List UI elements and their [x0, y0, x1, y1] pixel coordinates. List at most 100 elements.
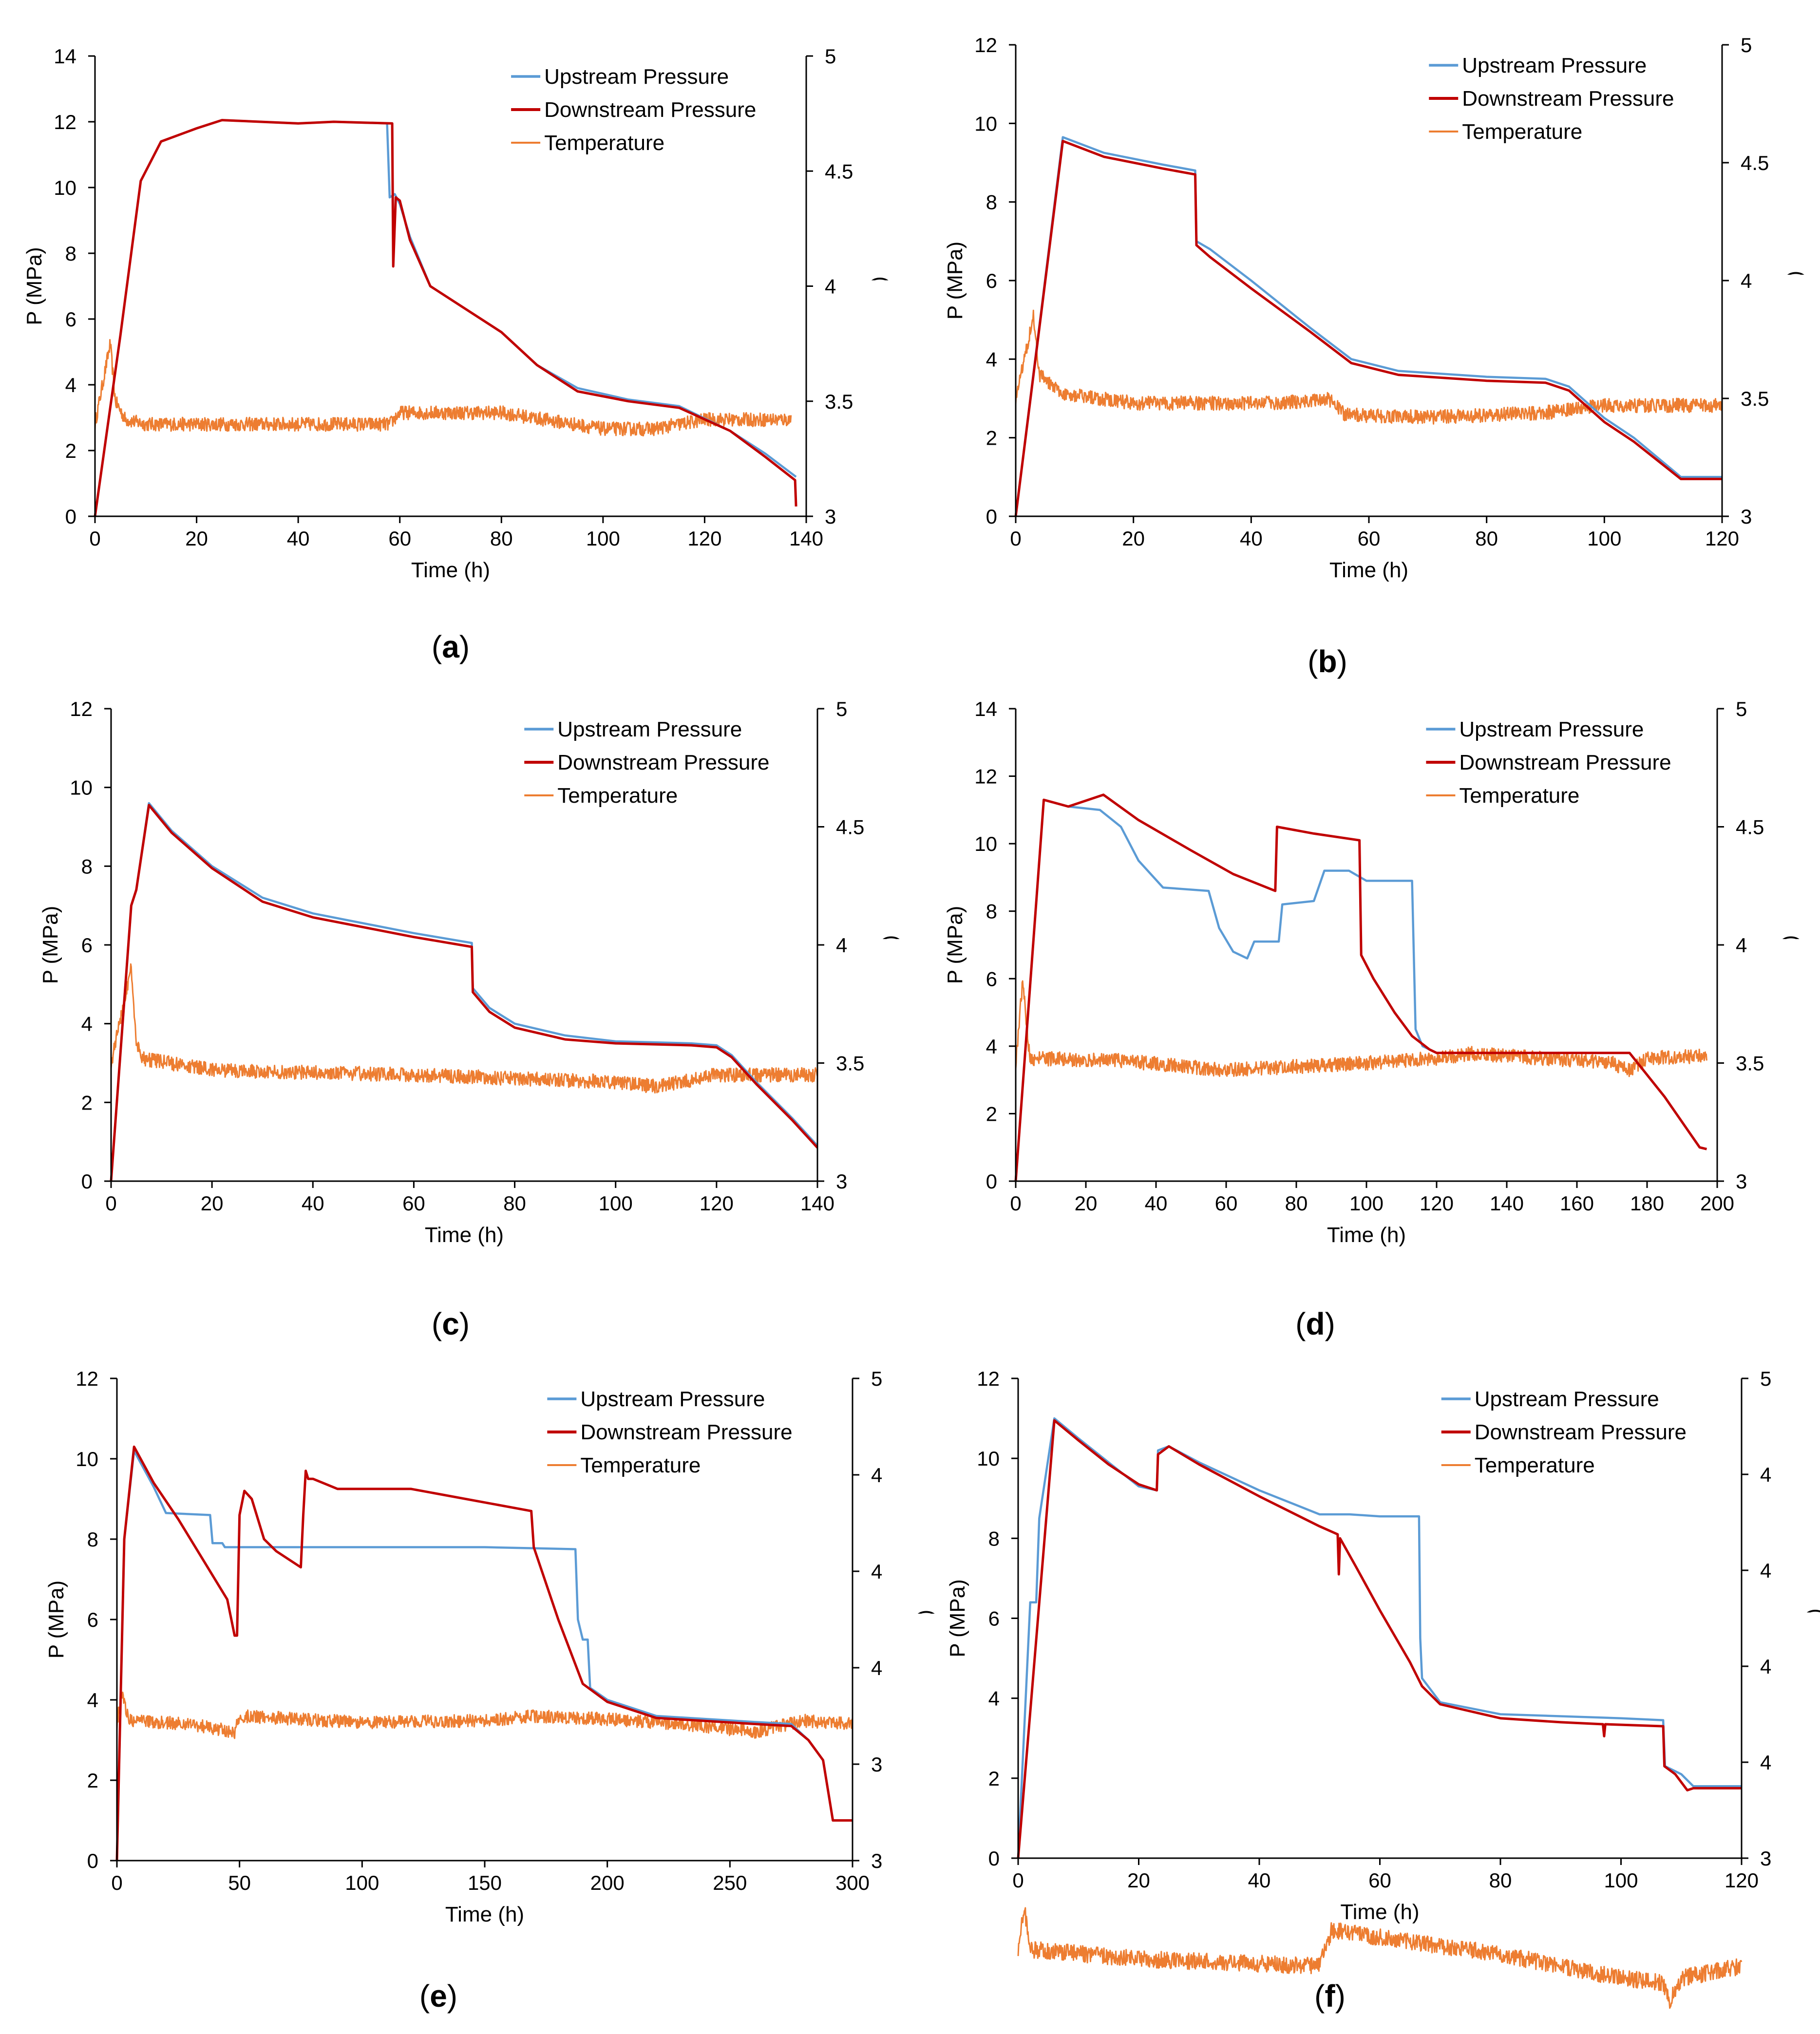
y2-tick-label: 5	[836, 697, 847, 720]
y-axis-label: P (MPa)	[44, 1581, 68, 1659]
panel-label: (e)	[419, 1978, 457, 2014]
y2-axis-label: T (°C)	[870, 258, 893, 315]
series-upstream-pressure	[1017, 1417, 1742, 1859]
y-tick-label: 4	[81, 1013, 93, 1036]
x-tick-label: 20	[201, 1192, 224, 1215]
y-tick-label: 4	[988, 1687, 1000, 1710]
x-tick-label: 120	[1725, 1869, 1759, 1892]
x-tick-label: 100	[1349, 1192, 1384, 1215]
y-tick-label: 2	[986, 427, 997, 450]
y-tick-label: 2	[65, 439, 76, 462]
y2-tick-label: 3	[871, 1849, 882, 1872]
y-tick-label: 10	[70, 776, 93, 799]
legend: Upstream Pressure Downstream Pressure Temp…	[1426, 717, 1671, 808]
y-tick-label: 0	[65, 505, 76, 528]
x-tick-label: 20	[1122, 527, 1145, 550]
y2-tick-label: 5	[1741, 34, 1752, 56]
axis-frame	[1015, 709, 1718, 1182]
series-temperature	[1015, 980, 1707, 1077]
y-tick-label: 6	[986, 967, 997, 990]
y-tick-label: 2	[986, 1102, 997, 1125]
x-axis-label: Time (h)	[411, 558, 490, 582]
panel-letter: d	[1306, 1306, 1325, 1341]
y-tick-label: 8	[988, 1527, 1000, 1550]
series-temperature	[1017, 1907, 1743, 2009]
series-downstream-pressure	[115, 1445, 853, 1861]
y-tick-label: 0	[988, 1847, 1000, 1870]
y2-axis-label: T (°C)	[1805, 1590, 1820, 1647]
x-tick-label: 160	[1560, 1192, 1594, 1215]
y-tick-label: 14	[54, 45, 76, 68]
y-tick-label: 0	[986, 505, 997, 528]
legend: Upstream Pressure Downstream Pressure Temp…	[1441, 1387, 1687, 1477]
y2-axis-label: T (°C)	[1785, 252, 1809, 309]
legend-entry: Downstream Pressure	[1459, 751, 1671, 774]
legend: Upstream Pressure Downstream Pressure Temp…	[511, 65, 756, 155]
panel-label: (c)	[432, 1306, 470, 1341]
y2-tick-label: 3	[1741, 505, 1752, 528]
series-upstream-pressure	[110, 802, 818, 1182]
x-tick-label: 150	[468, 1871, 502, 1894]
x-tick-label: 120	[1420, 1192, 1454, 1215]
y2-tick-label: 4	[836, 934, 847, 957]
x-tick-label: 200	[1700, 1192, 1734, 1215]
legend: Upstream Pressure Downstream Pressure Temp…	[547, 1387, 793, 1477]
y2-tick-label: 3	[871, 1753, 882, 1776]
x-axis-label: Time (h)	[1340, 1900, 1419, 1924]
y-tick-label: 6	[988, 1607, 1000, 1630]
y2-axis-label: T (°C)	[881, 917, 905, 974]
panel-label: (a)	[432, 629, 470, 664]
series-downstream-pressure	[1017, 1419, 1742, 1859]
panel-label: (d)	[1295, 1306, 1335, 1341]
y-tick-label: 8	[87, 1528, 98, 1551]
y2-tick-label: 3	[1736, 1170, 1747, 1193]
y-tick-label: 4	[87, 1689, 98, 1712]
x-tick-label: 80	[490, 527, 513, 550]
y2-tick-label: 4	[871, 1560, 882, 1583]
x-tick-label: 40	[1145, 1192, 1168, 1215]
panel-letter: c	[442, 1306, 459, 1341]
y2-tick-label: 5	[871, 1367, 882, 1390]
legend-entry: Temperature	[544, 131, 664, 155]
y2-tick-label: 3	[1760, 1847, 1771, 1870]
chart-panel-b: 0 20 40 60 80 100 120 0 2 4 6 8 10 12 3 3.5 4 4.5 5 Time (h…	[943, 34, 1809, 679]
y2-tick-label: 5	[825, 45, 836, 68]
x-tick-label: 60	[1215, 1192, 1238, 1215]
y2-tick-label: 5	[1736, 697, 1747, 720]
y2-axis-label: T (°C)	[1781, 917, 1804, 974]
y-axis-label: P (MPa)	[943, 242, 967, 320]
x-tick-label: 80	[1285, 1192, 1308, 1215]
legend-entry: Temperature	[557, 784, 678, 808]
y-tick-label: 4	[986, 348, 997, 371]
x-tick-label: 60	[1358, 527, 1381, 550]
chart-panel-c: 0 20 40 60 80 100 120 140 0 2 4 6 8 10 12 3 3.5 4 4.5 5 Time…	[38, 697, 905, 1341]
y-tick-label: 2	[81, 1091, 93, 1114]
y-tick-label: 4	[986, 1035, 997, 1058]
chart-panel-e: 0 50 100 150 200 250 300 0 2 4 6 8 10 12 3 3 4 4 4 5 Time (h…	[44, 1367, 940, 2014]
y-tick-label: 12	[977, 1367, 1000, 1390]
panel-letter: e	[430, 1978, 447, 2014]
chart-panel-a: 0 20 40 60 80 100 120 140 0 2 4 6 8 10 12 14 3 3.5 4 4.5 5 Ti…	[22, 45, 893, 664]
series-upstream-pressure	[1014, 798, 1707, 1182]
x-tick-label: 0	[105, 1192, 116, 1215]
y2-tick-label: 4	[1760, 1463, 1771, 1486]
legend-entry: Downstream Pressure	[1475, 1420, 1687, 1444]
y2-tick-label: 4	[871, 1464, 882, 1487]
panel-label: (b)	[1308, 644, 1347, 679]
x-tick-label: 20	[1127, 1869, 1150, 1892]
y2-tick-label: 3.5	[836, 1052, 864, 1075]
y-axis-label: P (MPa)	[22, 247, 46, 325]
legend: Upstream Pressure Downstream Pressure Temp…	[1429, 54, 1674, 144]
x-tick-label: 20	[185, 527, 208, 550]
y2-tick-label: 4	[825, 275, 836, 298]
legend-entry: Upstream Pressure	[557, 717, 742, 741]
x-tick-label: 180	[1630, 1192, 1664, 1215]
y-tick-label: 6	[87, 1608, 98, 1631]
y-tick-label: 8	[81, 855, 93, 878]
x-tick-label: 140	[789, 527, 823, 550]
y-tick-label: 8	[986, 900, 997, 923]
y-tick-label: 12	[974, 765, 997, 788]
y2-tick-label: 3	[836, 1170, 847, 1193]
x-tick-label: 60	[1368, 1869, 1391, 1892]
